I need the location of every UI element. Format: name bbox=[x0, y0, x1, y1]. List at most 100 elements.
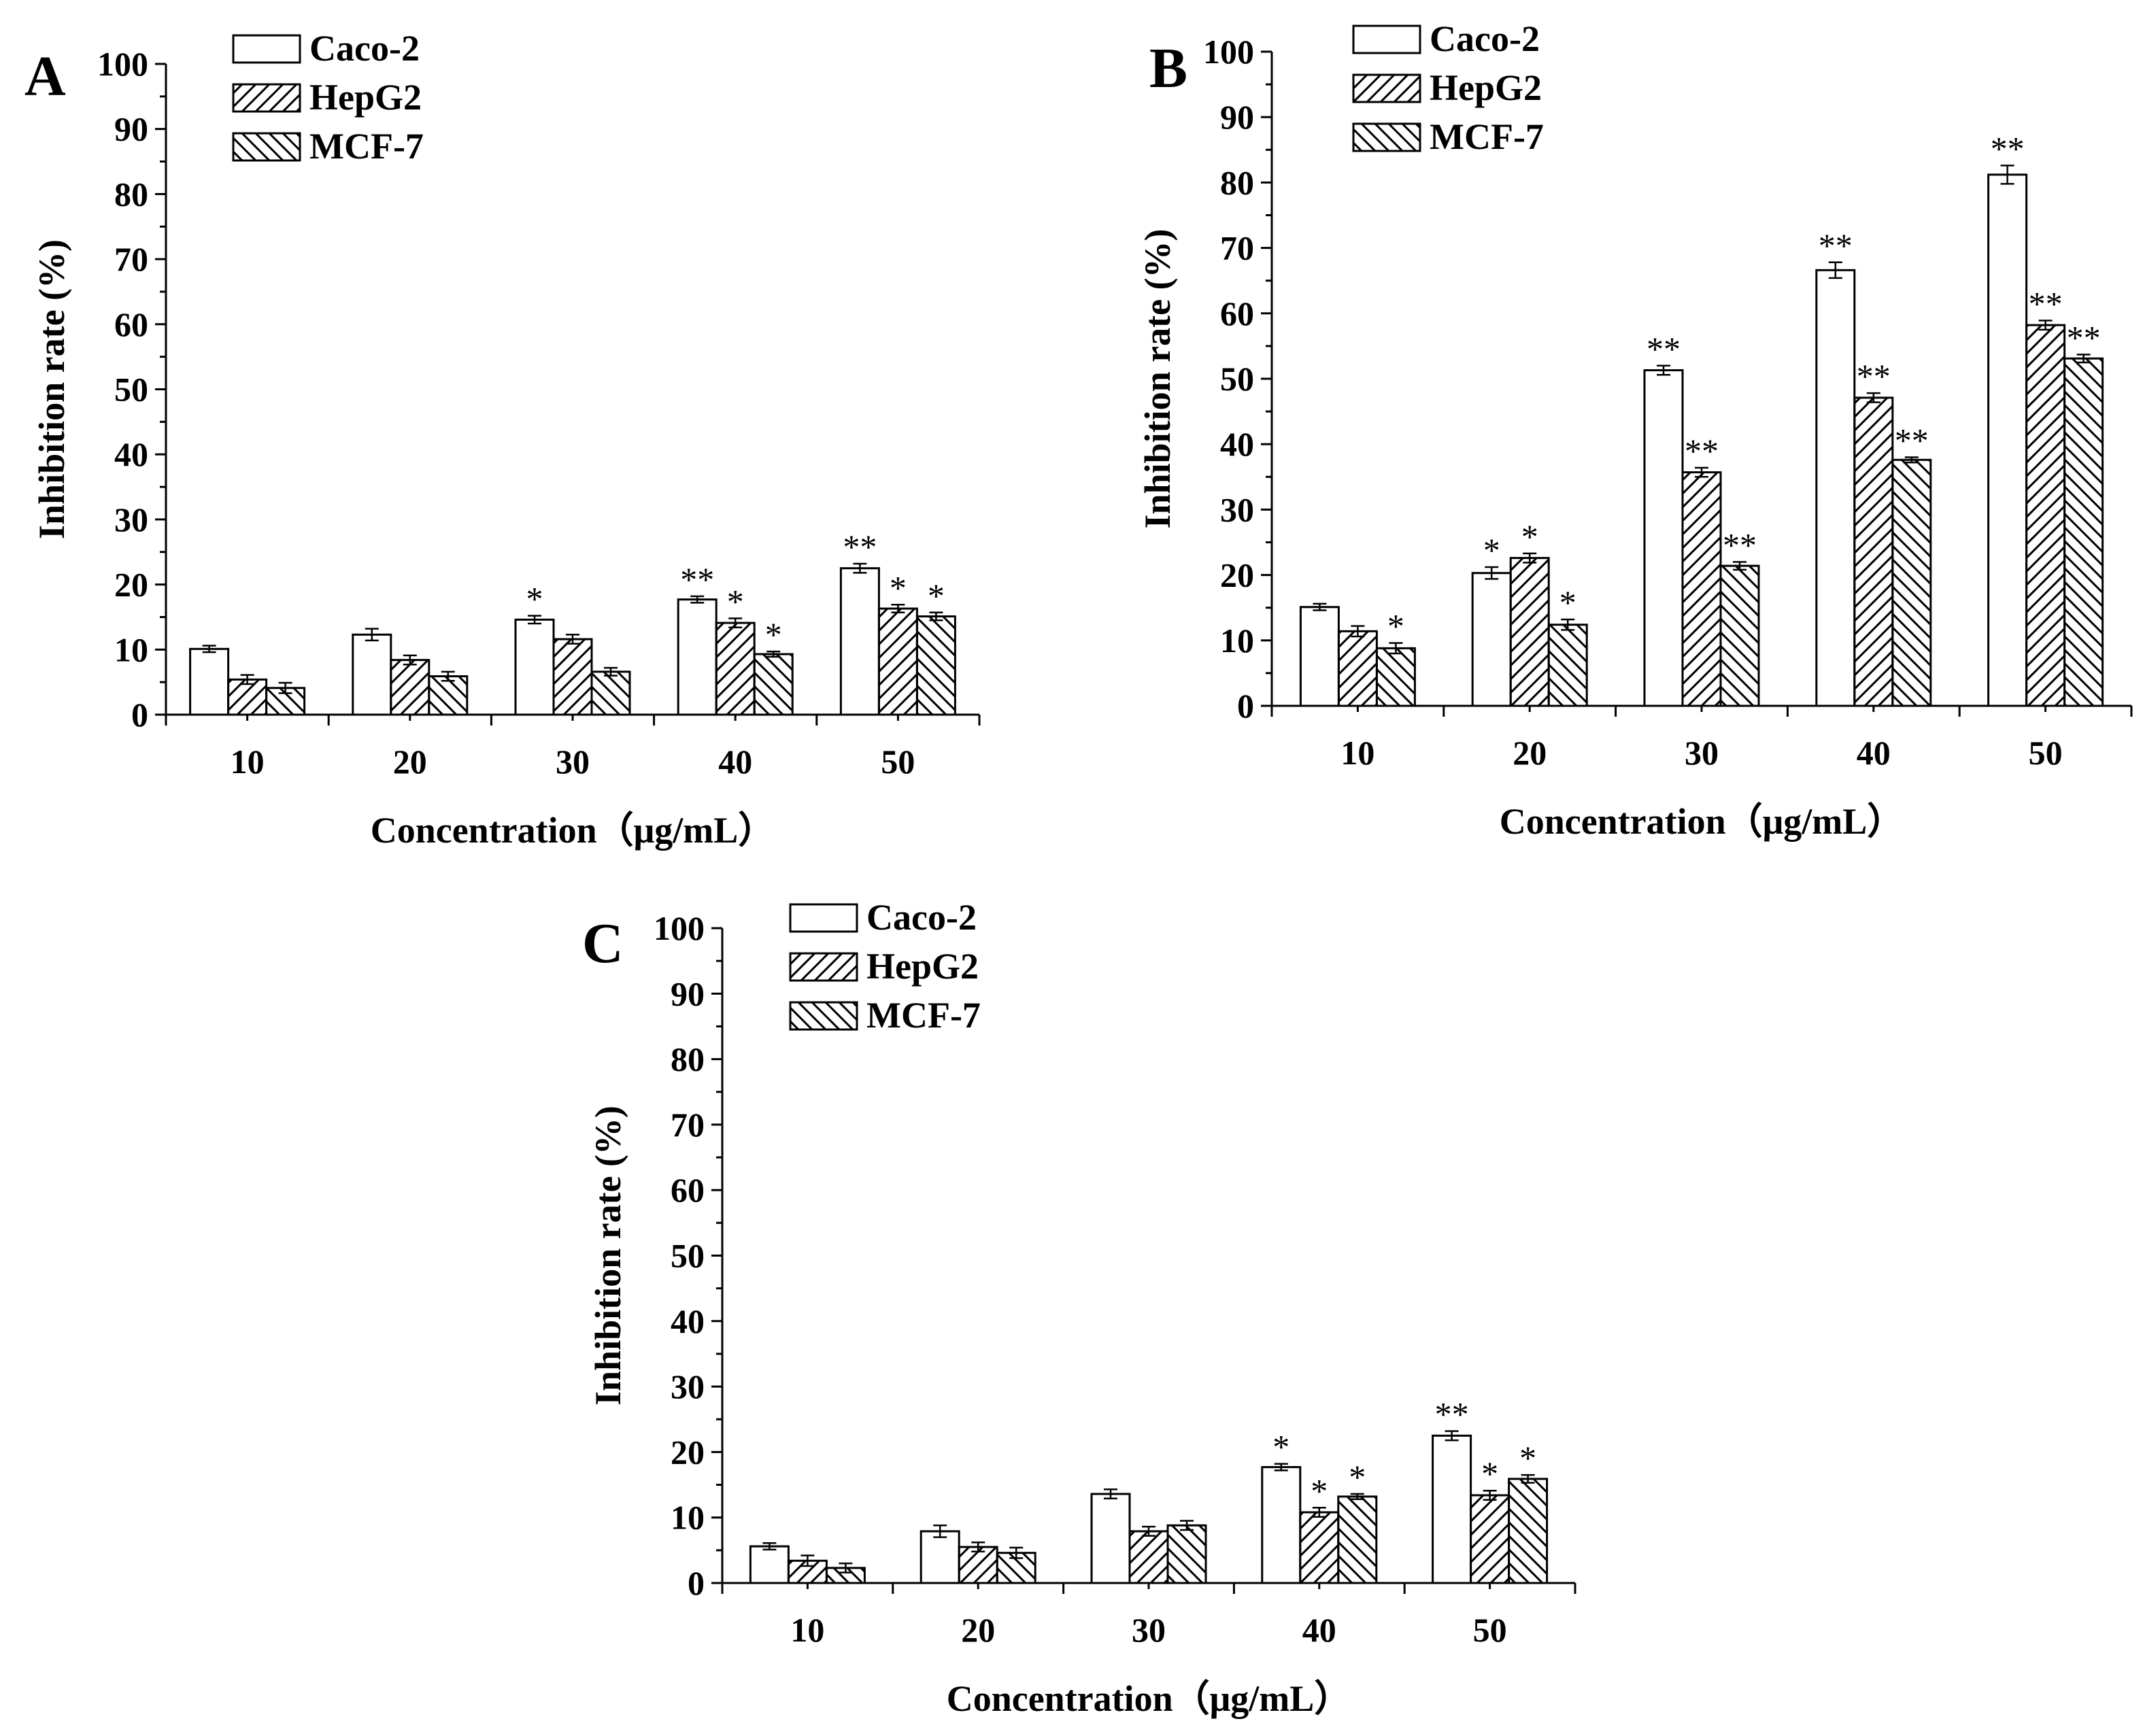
error-bar bbox=[690, 595, 705, 604]
legend: Caco-2 HepG2 MCF-7 bbox=[789, 897, 981, 1036]
legend-label: HepG2 bbox=[309, 77, 422, 118]
significance-marker: ** bbox=[1435, 1395, 1469, 1433]
y-tick-label: 0 bbox=[1237, 687, 1254, 725]
bar-mcf-7-50 bbox=[1508, 1478, 1549, 1584]
y-axis-title: Inhibition rate (%) bbox=[31, 239, 72, 539]
significance-marker: * bbox=[1519, 1439, 1536, 1477]
error-bar bbox=[1657, 364, 1670, 376]
significance-marker: ** bbox=[1895, 421, 1929, 459]
significance-marker: * bbox=[1559, 583, 1576, 622]
x-tick-label: 50 bbox=[2029, 734, 2063, 772]
legend: Caco-2 HepG2 MCF-7 bbox=[1352, 18, 1544, 157]
x-axis-title: Concentration（μg/mL） bbox=[371, 810, 775, 851]
x-axis-title: Concentration（μg/mL） bbox=[947, 1678, 1351, 1719]
significance-marker: ** bbox=[1723, 526, 1757, 564]
chart-panel-b: B**********************01020304050607080… bbox=[1137, 18, 2133, 842]
y-tick-label: 20 bbox=[114, 566, 148, 604]
error-bar bbox=[1485, 566, 1499, 580]
error-bar bbox=[1104, 1488, 1117, 1500]
error-bar bbox=[853, 562, 867, 574]
y-tick-label: 20 bbox=[1220, 556, 1254, 594]
significance-marker: ** bbox=[1819, 226, 1853, 265]
error-bar bbox=[2076, 354, 2091, 364]
y-tick-label: 70 bbox=[671, 1106, 705, 1144]
error-bar bbox=[800, 1554, 815, 1567]
significance-marker: ** bbox=[1857, 357, 1891, 395]
error-bar bbox=[1351, 625, 1365, 638]
bar-mcf-7-30 bbox=[1166, 1524, 1207, 1584]
legend-swatch-caco-2 bbox=[789, 903, 858, 933]
bar-mcf-7-40 bbox=[1337, 1495, 1378, 1584]
x-tick-label: 30 bbox=[1132, 1611, 1166, 1649]
legend-label: HepG2 bbox=[866, 946, 979, 987]
bar-mcf-7-20 bbox=[1547, 624, 1588, 707]
y-tick-label: 30 bbox=[1220, 490, 1254, 528]
y-tick-label: 40 bbox=[671, 1302, 705, 1340]
bar-caco-2-10 bbox=[189, 647, 230, 716]
legend-swatch-hepg2 bbox=[789, 952, 858, 982]
y-tick-label: 10 bbox=[1220, 622, 1254, 660]
bar-hepg2-40 bbox=[1299, 1511, 1340, 1584]
significance-marker: ** bbox=[2067, 318, 2101, 356]
error-bar bbox=[441, 670, 455, 682]
bar-caco-2-30 bbox=[1090, 1493, 1131, 1584]
legend-swatch-mcf-7 bbox=[789, 1001, 858, 1031]
legend-swatch-mcf-7 bbox=[232, 132, 301, 162]
bar-hepg2-20 bbox=[390, 659, 431, 716]
bar-mcf-7-40 bbox=[1891, 458, 1932, 707]
bar-hepg2-30 bbox=[1681, 471, 1722, 707]
x-tick-label: 30 bbox=[1685, 734, 1719, 772]
significance-marker: * bbox=[1272, 1428, 1289, 1466]
bar-hepg2-50 bbox=[1470, 1494, 1511, 1584]
legend-label: Caco-2 bbox=[1430, 18, 1540, 59]
y-tick-label: 10 bbox=[114, 630, 148, 668]
error-bar bbox=[933, 1525, 947, 1538]
bar-caco-2-20 bbox=[352, 633, 392, 716]
significance-marker: * bbox=[890, 568, 907, 607]
error-bar bbox=[762, 1542, 777, 1551]
y-tick-label: 10 bbox=[671, 1499, 705, 1537]
significance-marker: * bbox=[928, 577, 945, 615]
error-bar bbox=[1523, 552, 1537, 564]
bar-caco-2-40 bbox=[1815, 269, 1856, 707]
error-bar bbox=[1312, 1507, 1326, 1518]
significance-marker: * bbox=[1483, 531, 1500, 569]
error-bar bbox=[1274, 1463, 1288, 1471]
bar-hepg2-10 bbox=[1337, 630, 1378, 707]
significance-marker: * bbox=[1521, 517, 1538, 556]
bar-caco-2-10 bbox=[1299, 606, 1340, 707]
bar-mcf-7-40 bbox=[753, 653, 794, 716]
bar-caco-2-30 bbox=[514, 618, 555, 716]
y-tick-label: 40 bbox=[114, 435, 148, 473]
bar-caco-2-20 bbox=[919, 1530, 960, 1584]
error-bar bbox=[1350, 1493, 1364, 1500]
error-bar bbox=[1521, 1474, 1535, 1484]
error-bar bbox=[365, 628, 379, 642]
bar-hepg2-10 bbox=[227, 678, 268, 716]
significance-marker: * bbox=[727, 582, 744, 620]
legend-swatch-caco-2 bbox=[1352, 24, 1421, 54]
error-bar bbox=[1483, 1489, 1497, 1501]
bar-mcf-7-50 bbox=[2063, 357, 2104, 707]
bar-hepg2-50 bbox=[877, 607, 918, 716]
x-tick-label: 10 bbox=[790, 1611, 824, 1649]
bar-caco-2-50 bbox=[839, 567, 880, 716]
y-tick-label: 100 bbox=[654, 909, 705, 947]
y-tick-label: 50 bbox=[671, 1237, 705, 1275]
x-tick-label: 40 bbox=[718, 743, 752, 781]
x-tick-label: 40 bbox=[1857, 734, 1891, 772]
significance-marker: * bbox=[1481, 1454, 1498, 1493]
bar-hepg2-30 bbox=[1128, 1530, 1169, 1584]
significance-marker: ** bbox=[1647, 330, 1681, 368]
legend-swatch-caco-2 bbox=[232, 34, 301, 64]
error-bar bbox=[929, 611, 943, 622]
x-axis-title: Concentration（μg/mL） bbox=[1500, 801, 1904, 842]
error-bar bbox=[2038, 320, 2053, 331]
error-bar bbox=[240, 674, 254, 685]
bar-hepg2-40 bbox=[715, 622, 756, 716]
bar-caco-2-10 bbox=[749, 1545, 790, 1584]
legend-label: MCF-7 bbox=[866, 995, 981, 1036]
y-tick-label: 60 bbox=[114, 305, 148, 343]
significance-marker: * bbox=[765, 615, 782, 653]
y-tick-label: 40 bbox=[1220, 425, 1254, 463]
